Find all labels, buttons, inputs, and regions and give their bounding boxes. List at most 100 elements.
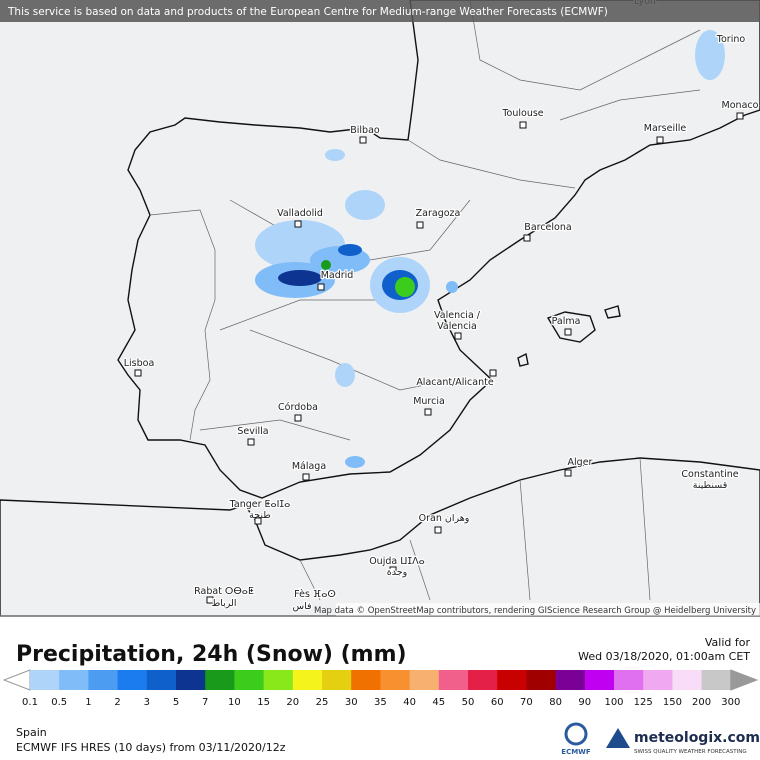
place-label: فاس — [292, 601, 311, 612]
place-label: Toulouse — [501, 108, 543, 119]
place-label: Valencia / — [434, 310, 481, 321]
place-label: Alacant/Alicante — [416, 377, 494, 388]
place-label: Marseille — [644, 123, 687, 134]
legend-label: 300 — [721, 697, 740, 708]
legend-arrow-low — [2, 669, 31, 691]
place-marker — [206, 596, 214, 604]
place-label: Tanger ⵟⴰⵏⵊⴰ — [229, 499, 291, 510]
precipitation — [255, 30, 725, 468]
legend-label: 35 — [374, 697, 387, 708]
legend-arrow-high — [730, 669, 759, 691]
legend-swatch — [380, 670, 411, 690]
legend-swatch — [555, 670, 586, 690]
place-marker — [247, 438, 255, 446]
attribution-bg — [336, 603, 760, 616]
place-label: Rabat ⵔⴱⴰⵟ — [194, 586, 254, 597]
region: Spain — [16, 726, 47, 739]
brand-logo: meteologix.com — [634, 730, 760, 746]
legend-swatch — [584, 670, 615, 690]
valid-label: Valid for — [705, 636, 751, 649]
notice: This service is based on data and produc… — [7, 6, 608, 18]
legend-swatch — [468, 670, 498, 690]
place-label: الرباط — [211, 598, 236, 609]
place-label: Murcia — [413, 396, 445, 407]
legend-swatch — [30, 670, 60, 690]
place-label: Oran وهران — [419, 513, 470, 524]
legend-label: 20 — [286, 697, 299, 708]
title: Precipitation, 24h (Snow) (mm) — [16, 642, 407, 667]
place-label: Málaga — [292, 461, 326, 472]
place-marker — [564, 328, 572, 336]
place-marker — [294, 220, 302, 228]
legend-swatch — [117, 670, 148, 690]
place-label: Palma — [552, 316, 581, 327]
legend-swatch — [322, 670, 352, 690]
place-label: Zaragoza — [416, 208, 461, 219]
place-marker — [359, 136, 367, 144]
place-label: قسنطينة — [693, 480, 728, 491]
place-label: Lisboa — [124, 358, 155, 369]
legend-label: 5 — [173, 697, 179, 708]
place-label: Torino — [716, 34, 746, 45]
place-label: Fès ⴼⴰⵙ — [294, 589, 336, 600]
ecmwf-logo: ECMWF — [561, 748, 591, 756]
legend-swatch — [672, 670, 703, 690]
legend-swatch — [526, 670, 557, 690]
legend-label: 90 — [578, 697, 591, 708]
legend-label: 100 — [604, 697, 623, 708]
place-label: Valladolid — [277, 208, 323, 219]
legend-swatch — [614, 670, 644, 690]
model-info: ECMWF IFS HRES (10 days) from 03/11/2020… — [16, 741, 286, 754]
legend-swatch — [59, 670, 89, 690]
place-marker — [416, 221, 424, 229]
place-label: Barcelona — [524, 222, 571, 233]
place-marker — [317, 283, 325, 291]
legend-swatch — [497, 670, 527, 690]
map-land — [0, 0, 760, 617]
place-marker — [656, 136, 664, 144]
place-label: Córdoba — [278, 402, 318, 413]
legend-label: 10 — [228, 697, 241, 708]
place-marker — [134, 369, 142, 377]
place-marker — [736, 112, 744, 120]
legend-label: 25 — [316, 697, 329, 708]
ecmwf-icon — [564, 722, 588, 746]
legend-label: 15 — [257, 697, 270, 708]
legend-label: 0.5 — [51, 697, 67, 708]
legend: 0.1 0.5 1 2 3 5 7 10 15 20 25 30 35 40 45 50 60 70 80 90 100… — [2, 669, 759, 708]
place-label: Sevilla — [237, 426, 268, 437]
place-marker — [389, 566, 397, 574]
legend-label: 40 — [403, 697, 416, 708]
valid-time: Wed 03/18/2020, 01:00am CET — [578, 650, 750, 663]
place-marker — [454, 332, 462, 340]
legend-swatch — [701, 670, 732, 690]
legend-label: 150 — [663, 697, 682, 708]
legend-label: 80 — [549, 697, 562, 708]
legend-swatch — [176, 670, 206, 690]
brand-tagline: SWISS QUALITY WEATHER FORECASTING — [634, 749, 747, 755]
legend-label: 45 — [432, 697, 445, 708]
place-marker — [254, 517, 262, 525]
legend-label: 7 — [202, 697, 208, 708]
place-marker — [519, 121, 527, 129]
place-marker — [489, 369, 497, 377]
brand-icon — [606, 728, 630, 748]
place-marker — [294, 414, 302, 422]
notice-bar — [0, 0, 760, 22]
place-label: طنجة — [249, 510, 271, 521]
place-marker — [302, 473, 310, 481]
legend-label: 200 — [692, 697, 711, 708]
legend-swatch — [351, 670, 381, 690]
attribution: Map data © OpenStreetMap contributors, r… — [314, 606, 756, 616]
place-marker — [564, 469, 572, 477]
legend-label: 3 — [144, 697, 150, 708]
place-label: Madrid — [321, 270, 354, 281]
legend-swatch — [146, 670, 177, 690]
place-marker — [523, 234, 531, 242]
place-label: Constantine — [681, 469, 738, 480]
legend-label: 0.1 — [22, 697, 38, 708]
legend-label: 70 — [520, 697, 533, 708]
legend-swatch — [234, 670, 265, 690]
legend-label: 2 — [114, 697, 120, 708]
